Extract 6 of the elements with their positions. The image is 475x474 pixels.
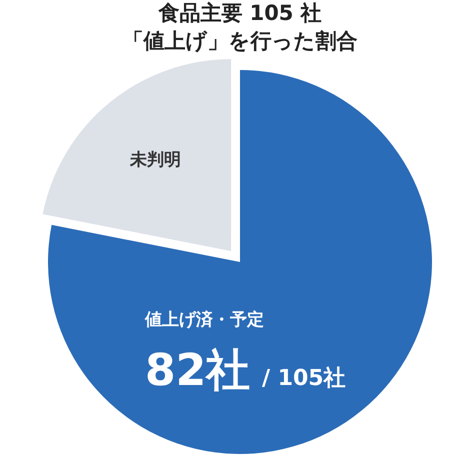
slice-label: 値上げ済・予定 — [144, 310, 264, 330]
data-label: 82社 — [145, 345, 250, 396]
text: / 105社 — [262, 366, 346, 391]
chart-subtitle: 「値上げ」を行った割合 — [122, 29, 358, 53]
chart-title: 食品主要 105 社 — [157, 1, 322, 25]
slice-label: 未判明 — [129, 150, 182, 170]
